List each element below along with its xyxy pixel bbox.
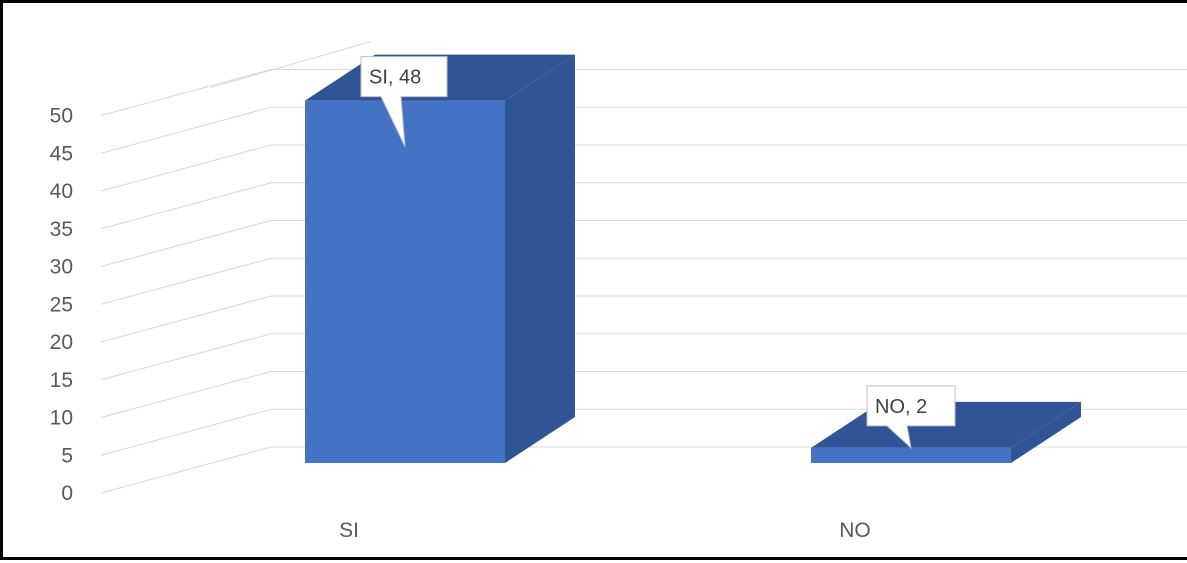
gridline-25 (101, 258, 1187, 304)
bar-side-face (505, 55, 575, 463)
bars (305, 55, 1081, 463)
y-tick-label: 5 (61, 444, 73, 467)
callout-text: NO, 2 (875, 396, 927, 418)
bar-si (305, 55, 575, 463)
gridline-40 (101, 145, 1187, 191)
y-tick-label: 50 (50, 105, 73, 128)
y-tick-label: 25 (50, 293, 73, 316)
gridline-20 (101, 296, 1187, 342)
gridline-15 (101, 334, 1187, 380)
gridline-45 (101, 107, 1187, 153)
gridline-35 (101, 183, 1187, 229)
bar-front-face (305, 101, 505, 463)
x-category-label: NO (839, 519, 871, 542)
y-tick-label: 15 (50, 369, 73, 392)
y-tick-label: 20 (50, 331, 73, 354)
gridline-50 (101, 70, 1187, 116)
bar-chart: 0 5 10 15 20 25 30 35 40 45 50 SI, 48 NO, 2 SI NO (3, 3, 1187, 563)
callout-text: SI, 48 (369, 67, 421, 89)
y-tick-label: 40 (50, 180, 73, 203)
x-category-label: SI (339, 519, 359, 542)
bar-front-face (811, 448, 1011, 463)
y-tick-label: 10 (50, 407, 73, 430)
y-tick-label: 35 (50, 218, 73, 241)
y-axis-ticks: 0 5 10 15 20 25 30 35 40 45 50 (50, 105, 73, 506)
y-tick-label: 30 (50, 256, 73, 279)
y-tick-label: 0 (61, 482, 73, 505)
gridline-30 (101, 221, 1187, 267)
y-tick-label: 45 (50, 142, 73, 165)
x-axis-categories: SI NO (339, 519, 871, 542)
